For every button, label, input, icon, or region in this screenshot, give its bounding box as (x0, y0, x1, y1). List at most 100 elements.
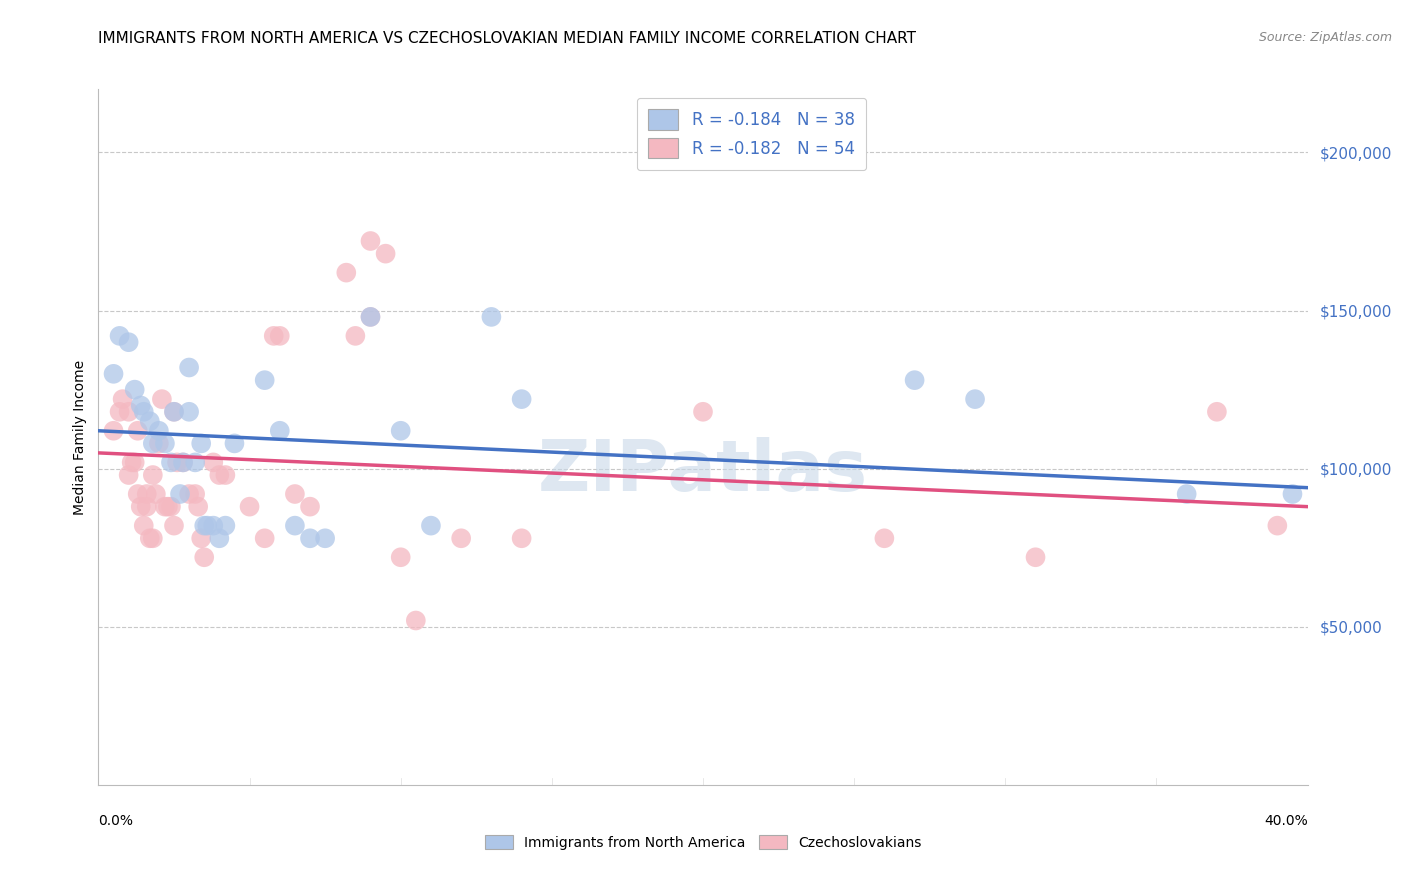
Point (263, 329, 285, 343)
Point (172, 455, 194, 469)
Point (284, 487, 307, 501)
Point (360, 310, 382, 324)
Point (160, 455, 183, 469)
Point (127, 424, 149, 438)
Point (153, 436, 176, 450)
Point (103, 367, 125, 381)
Point (193, 550, 215, 565)
Point (314, 531, 336, 545)
Point (299, 531, 322, 545)
Point (692, 405, 714, 419)
Point (184, 455, 207, 469)
Point (214, 468, 236, 483)
Point (389, 424, 412, 438)
Point (148, 436, 170, 450)
Point (208, 531, 231, 545)
Text: IMMIGRANTS FROM NORTH AMERICA VS CZECHOSLOVAKIAN MEDIAN FAMILY INCOME CORRELATIO: IMMIGRANTS FROM NORTH AMERICA VS CZECHOS… (98, 31, 917, 46)
Point (214, 518, 236, 533)
Point (127, 487, 149, 501)
Text: 40.0%: 40.0% (1264, 814, 1308, 828)
Point (160, 500, 183, 514)
Point (202, 455, 225, 469)
Point (124, 455, 146, 469)
Point (150, 392, 173, 406)
Point (510, 531, 533, 545)
Point (145, 487, 167, 501)
Point (1024, 550, 1046, 565)
Point (1281, 487, 1303, 501)
Point (360, 310, 382, 324)
Point (142, 436, 165, 450)
Text: 0.0%: 0.0% (98, 814, 134, 828)
Point (142, 531, 165, 545)
Point (179, 405, 201, 419)
Point (153, 500, 176, 514)
Point (135, 487, 157, 501)
Point (239, 500, 262, 514)
Point (420, 518, 443, 533)
Point (118, 405, 141, 419)
Point (269, 424, 291, 438)
Point (965, 392, 987, 406)
Point (103, 424, 125, 438)
Point (202, 518, 225, 533)
Point (163, 405, 186, 419)
Point (118, 468, 141, 483)
Point (335, 266, 357, 280)
Point (121, 455, 143, 469)
Point (108, 405, 131, 419)
Point (118, 335, 141, 350)
Point (166, 455, 188, 469)
Point (450, 531, 472, 545)
Point (179, 487, 201, 501)
Point (179, 360, 201, 375)
Point (132, 405, 155, 419)
Point (124, 383, 146, 397)
Text: Source: ZipAtlas.com: Source: ZipAtlas.com (1258, 31, 1392, 45)
Point (139, 414, 162, 428)
Point (253, 373, 276, 387)
Point (169, 487, 191, 501)
Point (108, 329, 131, 343)
Legend: R = -0.184   N = 38, R = -0.182   N = 54: R = -0.184 N = 38, R = -0.182 N = 54 (637, 97, 866, 169)
Point (405, 614, 427, 628)
Text: ZIPatlas: ZIPatlas (538, 437, 868, 507)
Point (510, 392, 533, 406)
Point (269, 329, 291, 343)
Point (904, 373, 927, 387)
Point (344, 329, 367, 343)
Point (172, 455, 194, 469)
Point (374, 246, 396, 260)
Point (481, 310, 503, 324)
Point (187, 500, 209, 514)
Y-axis label: Median Family Income: Median Family Income (73, 359, 87, 515)
Point (132, 518, 155, 533)
Point (156, 500, 179, 514)
Point (253, 531, 276, 545)
Point (163, 405, 186, 419)
Point (129, 500, 152, 514)
Point (129, 399, 152, 413)
Point (1206, 405, 1229, 419)
Point (190, 531, 212, 545)
Point (284, 518, 307, 533)
Legend: Immigrants from North America, Czechoslovakians: Immigrants from North America, Czechoslo… (478, 828, 928, 856)
Point (135, 500, 157, 514)
Point (360, 234, 382, 248)
Point (389, 550, 412, 565)
Point (224, 436, 246, 450)
Point (299, 500, 322, 514)
Point (873, 531, 896, 545)
Point (1175, 487, 1198, 501)
Point (139, 531, 162, 545)
Point (193, 518, 215, 533)
Point (1267, 518, 1289, 533)
Point (184, 487, 207, 501)
Point (163, 518, 186, 533)
Point (111, 392, 134, 406)
Point (195, 518, 218, 533)
Point (148, 424, 170, 438)
Point (190, 436, 212, 450)
Point (142, 468, 165, 483)
Point (208, 468, 231, 483)
